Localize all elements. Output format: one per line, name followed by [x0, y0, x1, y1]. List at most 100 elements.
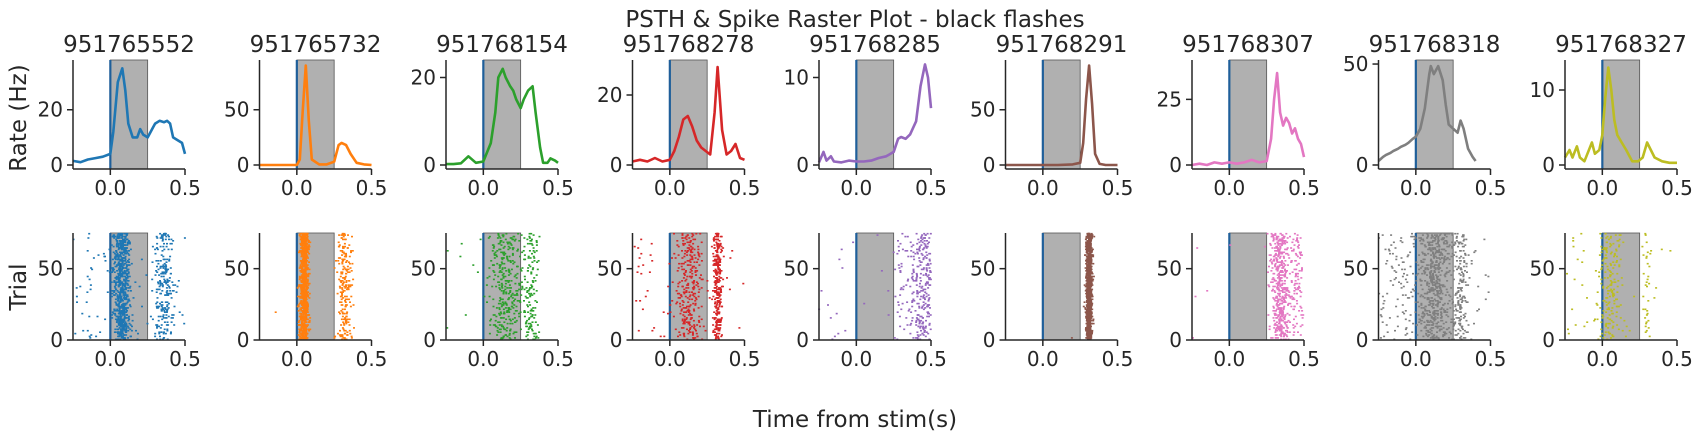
unit-title: 951765732	[250, 32, 382, 58]
spike	[1275, 302, 1278, 305]
spike	[116, 308, 119, 311]
spike	[683, 311, 686, 313]
spike	[123, 241, 126, 244]
spike	[307, 274, 310, 276]
spike	[1278, 329, 1281, 332]
spike	[689, 294, 692, 296]
spike	[116, 264, 118, 266]
spike	[1092, 262, 1095, 265]
psth-ytick-label: 0	[50, 153, 63, 177]
spike	[690, 245, 693, 248]
spike	[120, 337, 123, 339]
raster-xtick-label: 0.5	[542, 347, 574, 371]
spike	[114, 265, 117, 268]
spike	[121, 331, 124, 333]
spike	[716, 292, 719, 295]
spike	[683, 272, 686, 275]
spike	[306, 325, 308, 328]
spike	[115, 245, 118, 248]
spike	[300, 314, 303, 316]
spike	[717, 257, 720, 259]
spike	[717, 255, 720, 258]
spike	[348, 255, 351, 258]
spike	[511, 260, 514, 262]
spike	[1090, 300, 1092, 302]
spike	[651, 329, 654, 332]
spike	[117, 272, 120, 275]
spike	[507, 310, 510, 312]
psth-xtick-label: 0.5	[356, 176, 388, 200]
spike	[511, 254, 514, 256]
spike	[343, 318, 345, 321]
spike	[900, 287, 903, 289]
spike	[339, 301, 341, 303]
spike	[166, 329, 169, 332]
spike	[304, 241, 307, 244]
spike	[169, 290, 172, 292]
spike	[159, 265, 162, 268]
spike	[697, 258, 700, 261]
spike	[700, 318, 703, 321]
spike	[117, 310, 120, 312]
spike	[171, 317, 174, 319]
spike	[681, 304, 684, 306]
spike	[714, 250, 717, 252]
spike	[114, 312, 117, 315]
spike	[718, 240, 721, 242]
spike	[671, 257, 673, 259]
spike	[919, 327, 922, 329]
spike	[922, 294, 925, 296]
spike	[507, 260, 510, 262]
spike	[304, 319, 307, 322]
spike	[521, 287, 524, 289]
spike	[1286, 321, 1289, 323]
spike	[300, 247, 303, 249]
spike	[1085, 329, 1088, 332]
spike	[526, 331, 529, 333]
spike	[302, 304, 305, 306]
spike	[151, 290, 154, 292]
spike	[494, 319, 497, 322]
spike	[343, 278, 346, 281]
spike	[120, 331, 123, 333]
spike	[120, 244, 122, 246]
psth-xtick-label: 0.0	[467, 176, 499, 200]
spike	[156, 265, 158, 268]
spike	[303, 250, 306, 252]
spike	[921, 234, 924, 236]
spike	[345, 315, 348, 318]
spike	[496, 327, 499, 329]
spike	[1089, 305, 1092, 308]
spike	[300, 327, 303, 329]
spike	[639, 300, 642, 302]
spike	[126, 325, 129, 328]
spike	[342, 277, 344, 279]
spike	[533, 260, 536, 262]
spike	[304, 302, 307, 305]
spike	[1290, 295, 1293, 298]
spike	[113, 237, 116, 239]
spike	[126, 272, 129, 275]
spike	[308, 282, 311, 285]
spike	[681, 232, 684, 235]
spike	[120, 291, 123, 293]
spike	[302, 314, 305, 316]
spike	[1274, 329, 1277, 332]
spike	[156, 288, 159, 291]
spike	[1090, 314, 1093, 316]
spike	[494, 324, 496, 326]
spike	[125, 327, 128, 329]
spike	[681, 318, 684, 321]
spike	[533, 317, 536, 319]
spike	[123, 247, 126, 249]
spike	[169, 267, 172, 269]
spike	[1289, 302, 1292, 305]
spike	[876, 234, 879, 236]
spike	[715, 304, 718, 306]
spike	[114, 314, 117, 316]
spike	[307, 287, 309, 289]
spike	[1277, 307, 1280, 309]
spike	[518, 240, 521, 242]
spike	[119, 325, 122, 328]
